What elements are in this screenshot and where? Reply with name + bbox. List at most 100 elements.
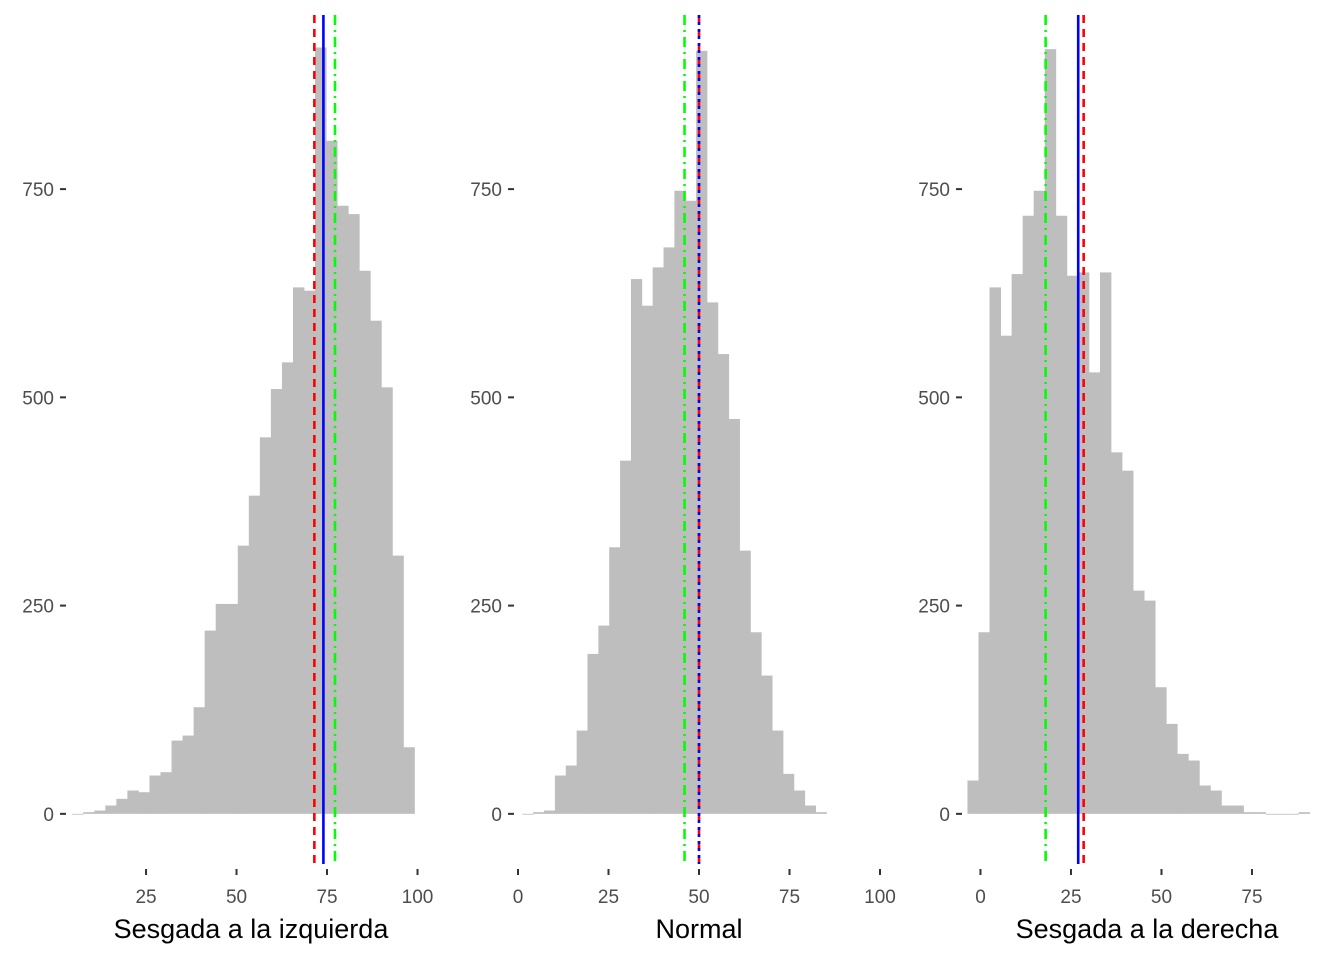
y-tick-label: 0 [43, 805, 54, 826]
x-tick-label: 50 [1151, 887, 1172, 908]
x-axis-title: Normal [655, 914, 742, 944]
histogram-bar [706, 302, 719, 814]
histogram-bar [717, 354, 730, 814]
histogram-bar [587, 653, 599, 814]
histogram-bar [967, 780, 979, 814]
histogram-bar [204, 630, 217, 814]
histogram-bar [1298, 812, 1311, 814]
histogram-bar [1166, 723, 1178, 814]
histogram-bar [215, 603, 228, 814]
histogram-bar [403, 747, 415, 814]
y-tick-label: 250 [470, 597, 502, 618]
histogram-bar [1177, 753, 1189, 814]
histogram-bar [226, 603, 239, 814]
histogram-bar [685, 200, 697, 814]
x-tick-label: 0 [975, 887, 986, 908]
histogram-bar [1110, 452, 1123, 814]
histogram-bar [193, 707, 206, 814]
histogram-bar [565, 765, 578, 814]
histogram-bar [1022, 215, 1035, 814]
y-tick-label: 250 [22, 597, 54, 618]
histogram-bar [782, 773, 795, 814]
histogram-bar [171, 740, 183, 814]
x-tick-label: 50 [226, 887, 247, 908]
x-tick-label: 100 [402, 887, 434, 908]
y-tick-label: 0 [491, 805, 502, 826]
histogram-bar [522, 813, 534, 815]
histogram-bar [761, 675, 773, 814]
histogram-bar [138, 792, 150, 814]
histogram-bar [1122, 470, 1134, 814]
histogram-bar [160, 772, 172, 814]
histogram-bar [370, 320, 382, 814]
histogram-bar [1188, 760, 1200, 814]
histogram-bar [392, 555, 404, 814]
histogram-bar [1044, 49, 1057, 814]
histogram-bar [315, 47, 327, 814]
histogram-bar [1055, 215, 1068, 814]
histogram-bar [728, 419, 740, 814]
histogram-bar [1088, 372, 1101, 814]
histogram-bar [94, 810, 106, 814]
histogram-bar [1287, 813, 1300, 815]
histogram-bar [72, 813, 84, 815]
histogram-bar [326, 140, 338, 814]
histogram-bar [182, 735, 195, 814]
histogram-bar [978, 632, 990, 814]
histogram-bar [337, 205, 349, 814]
histogram-bar [1243, 812, 1255, 814]
histogram-bar [652, 267, 664, 814]
y-tick-label: 500 [22, 388, 54, 409]
histogram-bar [641, 305, 654, 814]
histogram-bar [1265, 813, 1277, 815]
y-tick-label: 750 [22, 180, 54, 201]
histogram-bar [739, 550, 751, 814]
y-tick-label: 250 [918, 597, 950, 618]
histogram-bar [359, 270, 371, 814]
histogram-bar [1276, 813, 1289, 815]
histogram-bar [381, 387, 393, 814]
y-tick-label: 500 [470, 388, 502, 409]
histogram-bar [630, 279, 643, 814]
histogram-bar [663, 247, 675, 814]
histogram-bar [598, 625, 610, 814]
histogram-bar [696, 50, 708, 814]
histogram-bar [1144, 600, 1156, 814]
histogram-bar [750, 632, 762, 814]
histogram-bar [674, 190, 686, 814]
x-tick-label: 75 [1241, 887, 1262, 908]
x-tick-label: 75 [316, 887, 337, 908]
y-tick-label: 0 [939, 805, 950, 826]
y-tick-label: 750 [470, 180, 502, 201]
histogram-bar [576, 730, 588, 814]
histogram-bar [1033, 190, 1046, 814]
histogram-bar [793, 790, 806, 814]
x-axis-title: Sesgada a la derecha [1016, 914, 1280, 944]
histogram-bar [609, 547, 621, 814]
histogram-bar [292, 287, 305, 814]
histogram-bar [1133, 590, 1145, 814]
x-tick-label: 25 [598, 887, 619, 908]
x-tick-label: 100 [864, 887, 896, 908]
panel-left: 0 250 500 750 25 50 75 100 Sesgada a la izquierd… [22, 15, 433, 944]
histogram-bar [544, 810, 556, 814]
histogram-bar [1011, 274, 1024, 814]
histogram-bar [1254, 812, 1266, 814]
histogram-bar [554, 775, 567, 814]
y-tick-label: 500 [918, 388, 950, 409]
histogram-bar [281, 362, 294, 814]
histogram-bar [237, 545, 250, 814]
histogram-bar [116, 798, 128, 814]
histogram-bar [248, 495, 261, 814]
histogram-bar [815, 812, 827, 814]
x-tick-label: 75 [779, 887, 800, 908]
x-tick-label: 25 [135, 887, 156, 908]
histogram-bar [620, 460, 632, 814]
histogram-bar [1077, 272, 1090, 814]
histogram-bar [105, 805, 117, 814]
histogram-bar [304, 290, 316, 814]
y-tick-label: 750 [918, 180, 950, 201]
histogram-bar [772, 730, 784, 814]
